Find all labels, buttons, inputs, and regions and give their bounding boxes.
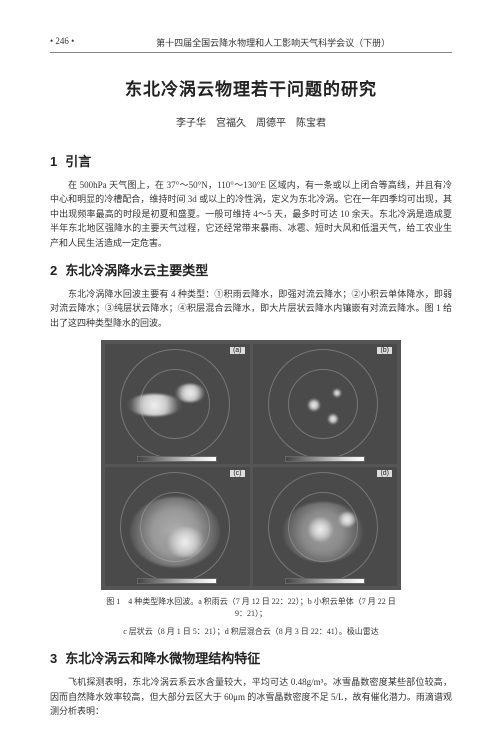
- section-2-title: 2 东北冷涡降水云主要类型: [50, 260, 452, 279]
- section-2-para: 东北冷涡降水回波主要有 4 种类型：①积雨云降水，即强对流云降水；②小积云单体降…: [50, 287, 452, 330]
- colorbar: [285, 456, 365, 462]
- echo-blob: [333, 389, 341, 397]
- panel-label-b: (b): [377, 347, 392, 354]
- echo-blob: [175, 384, 205, 402]
- echo-blob: [127, 394, 182, 416]
- colorbar: [137, 578, 217, 584]
- radar-grid: (a) (b) (c): [101, 340, 401, 590]
- figure-caption-1: 图 1 4 种类型降水回波。a 积雨云（7 月 12 日 22：22）；b 小积…: [101, 596, 401, 620]
- radar-panel-d: (d): [253, 467, 398, 587]
- authors-list: 李子华 宫福久 周德平 陈宝君: [50, 114, 452, 129]
- section-3-title: 3 东北冷涡云和降水微物理结构特征: [50, 648, 452, 667]
- section-3-label: 东北冷涡云和降水微物理结构特征: [65, 651, 260, 666]
- header-conference: 第十四届全国云降水物理和人工影响天气科学会议（下册）: [94, 36, 452, 49]
- echo-blob: [308, 517, 333, 542]
- section-1-label: 引言: [65, 154, 91, 169]
- figure-1: (a) (b) (c): [101, 340, 401, 638]
- section-1-title: 1 引言: [50, 151, 452, 170]
- page-container: • 246 • 第十四届全国云降水物理和人工影响天气科学会议（下册） 东北冷涡云…: [0, 0, 502, 733]
- colorbar: [137, 456, 217, 462]
- panel-label-a: (a): [230, 347, 245, 354]
- page-number: • 246 •: [50, 36, 74, 49]
- echo-blob: [308, 399, 320, 411]
- radar-panel-c: (c): [105, 467, 250, 587]
- section-3-num: 3: [50, 651, 57, 666]
- echo-blob: [165, 527, 205, 557]
- paper-title: 东北冷涡云物理若干问题的研究: [50, 75, 452, 100]
- section-1-num: 1: [50, 154, 57, 169]
- section-3-para: 飞机探测表明，东北冷涡云系云水含量较大，平均可达 0.48g/m³。冰雪晶数密度…: [50, 675, 452, 718]
- radar-ring: [288, 369, 358, 439]
- section-2-label: 东北冷涡降水云主要类型: [65, 263, 208, 278]
- section-1-para: 在 500hPa 天气图上，在 37°～50°N，110°～130°E 区域内，…: [50, 178, 452, 250]
- panel-label-c: (c): [230, 470, 244, 477]
- figure-caption-2: c 层状云（8 月 1 日 5：21）；d 积层混合云（8 月 3 日 22：4…: [101, 626, 401, 638]
- colorbar: [285, 578, 365, 584]
- echo-blob: [338, 512, 356, 527]
- page-header: • 246 • 第十四届全国云降水物理和人工影响天气科学会议（下册）: [50, 36, 452, 53]
- radar-panel-b: (b): [253, 344, 398, 464]
- section-2-num: 2: [50, 263, 57, 278]
- echo-blob: [328, 414, 338, 424]
- panel-label-d: (d): [377, 470, 392, 477]
- radar-panel-a: (a): [105, 344, 250, 464]
